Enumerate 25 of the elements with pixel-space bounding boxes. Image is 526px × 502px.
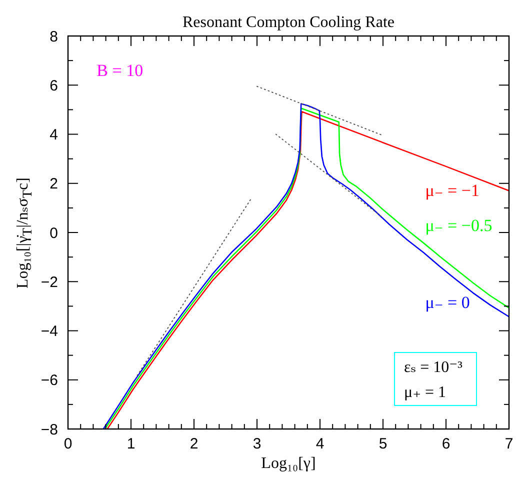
y-tick-label: 2	[50, 176, 58, 193]
y-tick-label: 6	[50, 77, 58, 94]
y-tick-label: 8	[50, 28, 58, 46]
x-tick-label: 0	[64, 436, 72, 453]
y-tick-label: −6	[40, 372, 58, 390]
y-tick-label: −8	[40, 421, 58, 438]
y-tick-label: −4	[40, 323, 58, 340]
y-tick-label: 0	[50, 224, 58, 242]
y-tick-label: −2	[40, 274, 58, 291]
annotation: μ₊ = 1	[404, 383, 446, 402]
annotation: B = 10	[96, 60, 144, 81]
y-tick-label: 4	[50, 126, 58, 144]
x-tick-label: 7	[504, 436, 514, 453]
x-tick-label: 6	[442, 436, 450, 453]
x-tick-label: 1	[126, 436, 136, 453]
x-tick-label: 5	[378, 436, 388, 453]
series-label: μ₋ = −1	[425, 181, 480, 202]
series-label: μ₋ = −0.5	[425, 216, 492, 236]
x-axis-title: Log₁₀[γ]	[260, 455, 317, 473]
x-tick-label: 2	[190, 436, 198, 453]
x-tick-label: 4	[316, 436, 324, 453]
series-label: μ₋ = 0	[425, 293, 470, 314]
x-tick-label: 3	[252, 436, 262, 453]
annotation: εₛ = 10⁻³	[404, 358, 462, 377]
chart-title: Resonant Compton Cooling Rate	[182, 14, 396, 32]
